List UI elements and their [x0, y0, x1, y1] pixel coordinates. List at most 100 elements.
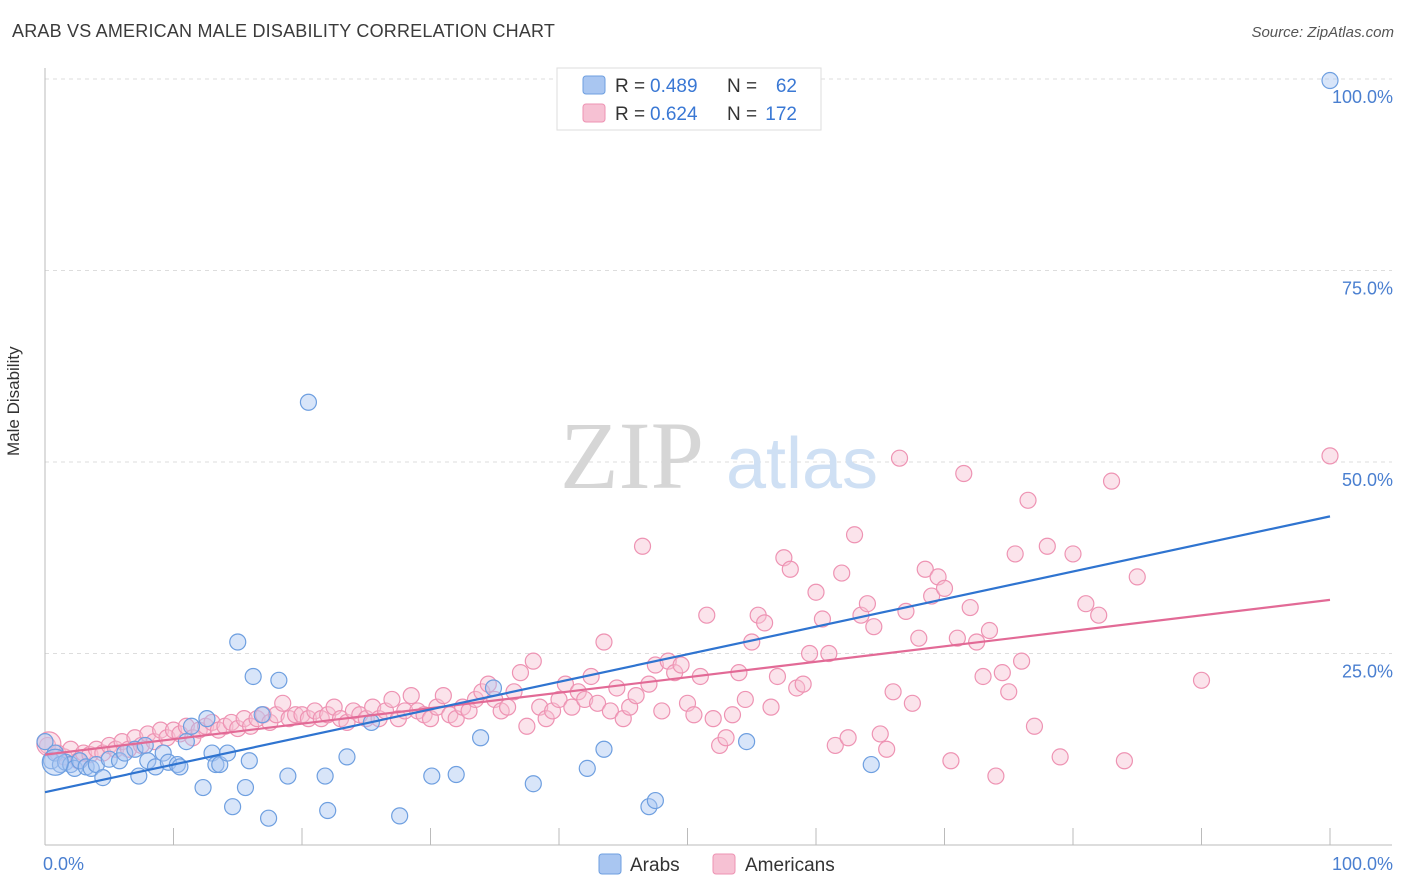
americans-point-159	[1102, 472, 1121, 490]
americans-point-160	[1115, 752, 1134, 770]
stats-n-value-americans: 172	[765, 104, 797, 125]
americans-point-153	[1025, 717, 1044, 735]
americans-point-131	[884, 683, 902, 701]
stats-n-label-americans: N =	[727, 104, 757, 125]
americans-point-112	[762, 698, 780, 716]
americans-point-134	[903, 694, 921, 712]
arabs-point-26	[194, 778, 212, 797]
americans-point-93	[640, 675, 658, 693]
stats-r-label-americans: R =	[615, 104, 645, 125]
americans-point-129	[871, 725, 889, 743]
arabs-point-27	[198, 710, 216, 728]
americans-point-147	[987, 767, 1005, 785]
americans-point-125	[845, 526, 864, 544]
americans-point-157	[1077, 595, 1095, 613]
americans-point-102	[698, 606, 716, 624]
source-label: Source: ZipAtlas.com	[1251, 24, 1394, 41]
americans-point-98	[672, 656, 690, 674]
arabs-point-49	[472, 729, 490, 747]
americans-point-121	[820, 644, 838, 663]
arabs-point-58	[1321, 71, 1339, 90]
americans-point-61	[434, 687, 452, 705]
americans-point-105	[717, 729, 735, 747]
arabs-point-48	[447, 765, 465, 784]
americans-point-136	[916, 560, 934, 578]
americans-point-120	[813, 610, 832, 628]
americans-point-123	[833, 564, 851, 582]
americans-point-163	[1321, 447, 1339, 465]
arabs-point-0	[36, 732, 54, 751]
arabs-trend-line	[44, 515, 1331, 794]
stats-n-label-arabs: N =	[727, 76, 757, 97]
arabs-point-44	[338, 748, 356, 766]
americans-point-130	[878, 740, 896, 758]
watermark-zip: ZIP	[560, 402, 704, 509]
americans-point-117	[794, 675, 812, 693]
arabs-point-57	[862, 755, 880, 774]
americans-point-146	[980, 621, 999, 640]
y-tick-labels: 25.0% 50.0% 75.0% 100.0%	[1332, 87, 1393, 682]
x-tick-label-max: 100.0%	[1332, 854, 1393, 874]
x-tick-label-min: 0.0%	[43, 854, 84, 874]
arabs-point-36	[244, 667, 262, 686]
stats-r-label-arabs: R =	[615, 76, 645, 97]
legend-label-americans: Americans	[745, 855, 835, 876]
stats-r-value-americans: 0.624	[650, 104, 698, 125]
americans-point-148	[993, 664, 1011, 682]
stats-r-value-arabs: 0.489	[650, 76, 698, 97]
americans-point-85	[588, 694, 607, 712]
americans-point-108	[736, 690, 754, 709]
americans-point-142	[955, 464, 973, 483]
arabs-point-55	[646, 791, 664, 810]
arabs-point-38	[259, 809, 278, 827]
americans-point-87	[601, 702, 620, 720]
arabs-point-51	[524, 775, 542, 793]
americans-point-162	[1192, 671, 1211, 689]
americans-point-56	[402, 687, 420, 705]
americans-point-100	[685, 706, 703, 724]
arabs-point-46	[391, 807, 409, 825]
americans-point-28	[222, 713, 240, 732]
americans-point-113	[768, 667, 787, 686]
americans-point-103	[704, 710, 722, 728]
americans-point-127	[858, 595, 877, 613]
americans-point-128	[865, 618, 883, 636]
americans-point-135	[910, 629, 928, 647]
americans-point-139	[935, 579, 954, 597]
americans-point-111	[755, 614, 774, 632]
stats-swatch-arabs	[582, 75, 606, 95]
americans-point-86	[595, 633, 613, 651]
americans-point-119	[807, 583, 825, 601]
grid-lines	[45, 78, 1392, 654]
americans-point-145	[974, 667, 992, 686]
arabs-point-20	[154, 744, 172, 762]
americans-point-124	[839, 729, 857, 747]
arabs-point-17	[136, 736, 154, 755]
x-tick-labels: 0.0% 100.0%	[43, 854, 1393, 874]
americans-trend-line	[44, 598, 1331, 756]
americans-point-151	[1012, 652, 1031, 670]
americans-point-143	[961, 598, 979, 617]
arabs-point-39	[270, 671, 288, 689]
americans-point-156	[1064, 545, 1082, 563]
arabs-point-54	[640, 798, 658, 816]
arabs-point-42	[316, 767, 334, 785]
americans-point-132	[890, 449, 909, 467]
americans-point-71	[499, 698, 517, 716]
arabs-point-43	[319, 801, 337, 820]
americans-point-158	[1090, 606, 1108, 624]
arabs-point-50	[484, 679, 503, 697]
americans-point-79	[550, 690, 568, 709]
arabs-point-56	[738, 732, 756, 751]
arabs-point-52	[578, 759, 596, 778]
y-tick-label-75: 75.0%	[1342, 279, 1393, 299]
americans-point-91	[627, 687, 645, 705]
arabs-point-33	[229, 633, 247, 651]
stats-legend: R = 0.489 N = 62 R = 0.624 N = 172	[556, 67, 822, 131]
y-tick-label-50: 50.0%	[1342, 470, 1393, 490]
arabs-points	[36, 71, 1339, 827]
arabs-point-32	[224, 798, 242, 816]
americans-point-74	[518, 717, 536, 735]
trend-lines	[44, 515, 1331, 794]
watermark: ZIP atlas	[560, 402, 878, 509]
